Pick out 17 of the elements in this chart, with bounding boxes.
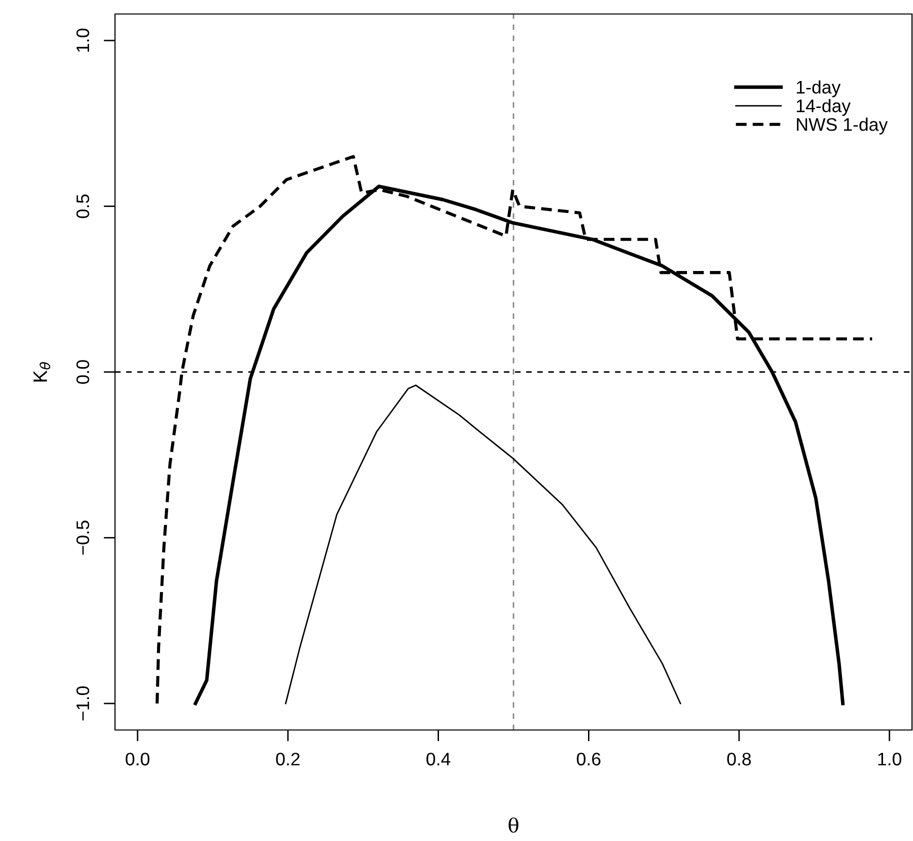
x-tick-label: 1.0	[878, 752, 902, 766]
x-tick-label: 0.2	[276, 752, 300, 766]
legend-label: NWS 1-day	[796, 118, 888, 134]
line-series	[284, 384, 682, 704]
legend-label: 1-day	[796, 80, 841, 98]
y-tick-label: 1.0	[76, 28, 90, 52]
y-tick-label: 0.0	[76, 360, 90, 384]
x-tick-label: 0.6	[576, 752, 600, 766]
x-tick-label: 0.4	[426, 752, 450, 766]
x-axis-title: θ	[508, 817, 518, 833]
legend-label: 14-day	[796, 99, 851, 116]
x-tick-label: 0.8	[727, 752, 751, 766]
y-tick-label: 0.5	[76, 194, 90, 218]
y-tick-label: −0.5	[76, 520, 90, 555]
y-tick-label: −1.0	[76, 686, 90, 720]
y-axis-title: K$_{θ}$	[33, 362, 50, 382]
x-tick-label: 0.0	[126, 752, 150, 766]
